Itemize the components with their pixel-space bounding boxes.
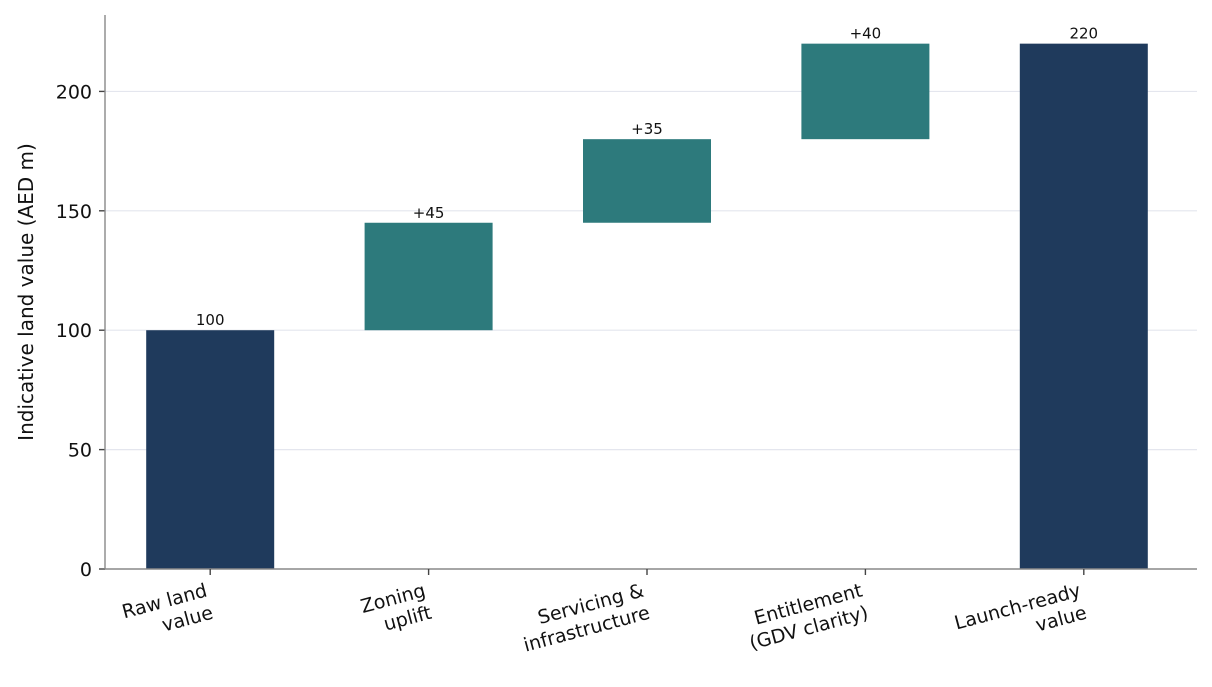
bar-delta (801, 43, 930, 140)
y-tick-label: 200 (56, 81, 92, 103)
y-tick-label: 0 (80, 559, 92, 581)
axis-layer: 0 50 100 150 200 (56, 15, 1197, 581)
bar-value-label: +45 (413, 204, 445, 222)
bar-total (1019, 43, 1148, 570)
bar-total (146, 330, 275, 569)
y-axis-title: Indicative land value (AED m) (14, 143, 38, 441)
bar-layer (146, 43, 1148, 570)
bar-value-label: 100 (196, 311, 225, 329)
bar-value-label: +35 (631, 120, 663, 138)
x-tick-label-group: Entitlement(GDV clarity) (747, 580, 871, 655)
y-tick-label: 150 (56, 201, 92, 223)
bar-delta (583, 139, 711, 223)
bar-delta (364, 222, 493, 331)
bar-value-label: 220 (1069, 25, 1098, 43)
x-tick-label-group: Servicing &infrastructure (521, 580, 652, 657)
y-tick-label: 100 (56, 320, 92, 342)
bar-value-label: +40 (850, 25, 882, 43)
y-tick-label: 50 (68, 440, 92, 462)
